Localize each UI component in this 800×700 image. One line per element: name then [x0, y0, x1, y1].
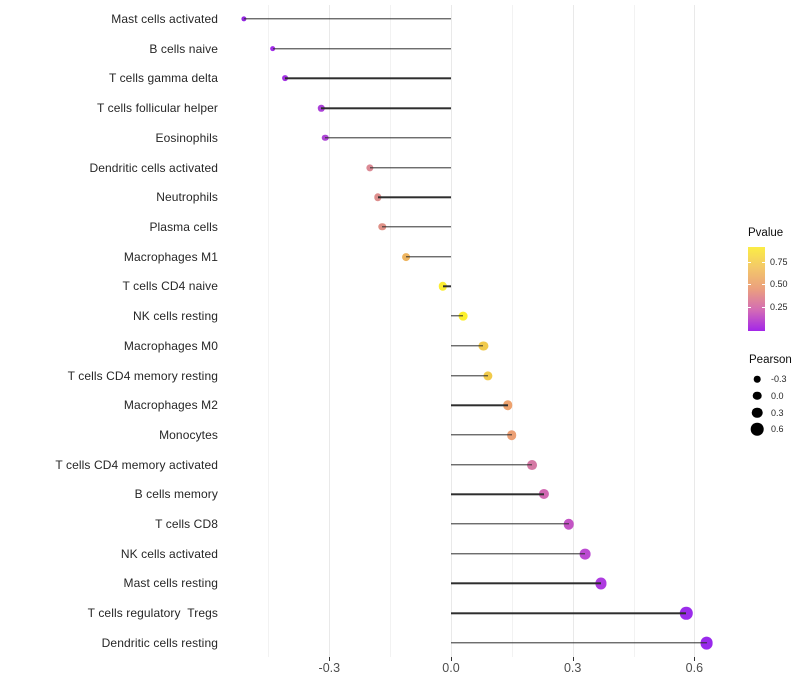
lollipop-stem [369, 166, 451, 169]
x-axis-tick [572, 657, 574, 661]
colorbar-tick [748, 307, 751, 309]
pearson-legend-title: Pearson [749, 354, 792, 366]
lollipop-dot [700, 636, 713, 650]
category-label: Dendritic cells resting [101, 635, 218, 650]
colorbar-tick-label: 0.75 [770, 257, 788, 268]
lollipop-stem [451, 582, 602, 585]
lollipop-stem [451, 315, 464, 317]
x-axis-tick-label: -0.3 [318, 661, 341, 675]
major-gridline [694, 5, 696, 657]
lollipop-dot [680, 606, 693, 620]
category-label: Eosinophils [155, 130, 218, 145]
category-label: T cells CD8 [155, 517, 218, 532]
category-label: Mast cells activated [111, 12, 218, 26]
category-label: Monocytes [159, 427, 218, 442]
major-gridline [572, 5, 574, 657]
lollipop-stem [284, 77, 451, 80]
pearson-size-dot [750, 423, 764, 436]
colorbar-tick [748, 284, 751, 286]
pearson-size-label: -0.3 [771, 374, 787, 384]
category-label: T cells CD4 memory activated [55, 457, 218, 472]
colorbar-tick [748, 262, 751, 264]
major-gridline [451, 5, 452, 657]
major-gridline [329, 5, 331, 657]
lollipop-stem [451, 612, 687, 614]
lollipop-stem [382, 226, 451, 228]
category-label: NK cells activated [120, 546, 218, 561]
x-axis-tick [329, 657, 331, 661]
lollipop-dot [478, 341, 488, 351]
minor-gridline [511, 5, 513, 657]
pearson-size-dot [753, 375, 761, 383]
minor-gridline [268, 5, 270, 657]
category-label: Macrophages M0 [123, 338, 218, 353]
lollipop-stem [325, 137, 451, 139]
lollipop-dot [458, 311, 468, 321]
lollipop-dot [539, 489, 550, 500]
category-label: B cells naive [149, 41, 218, 56]
lollipop-stem [442, 285, 451, 288]
lollipop-stem [451, 463, 533, 466]
colorbar-tick-label: 0.50 [770, 279, 788, 290]
colorbar-tick [762, 307, 765, 309]
lollipop-stem [451, 642, 707, 644]
lollipop-dot [503, 400, 513, 410]
pearson-size-label: 0.3 [771, 407, 784, 418]
lollipop-stem [406, 255, 451, 258]
colorbar-tick-label: 0.25 [770, 302, 788, 313]
category-label: T cells CD4 memory resting [67, 368, 218, 383]
lollipop-dot [563, 518, 574, 530]
category-label: T cells CD4 naive [122, 279, 218, 294]
category-label: Dendritic cells activated [89, 160, 218, 175]
x-axis-tick [694, 657, 696, 661]
lollipop-dot [527, 459, 538, 470]
category-label: NK cells resting [133, 309, 218, 324]
minor-gridline [633, 5, 635, 657]
category-label: Macrophages M1 [123, 249, 218, 264]
pvalue-colorbar [748, 247, 765, 331]
colorbar-tick [762, 262, 765, 264]
pearson-size-dot [752, 391, 762, 401]
lollipop-stem [272, 48, 451, 50]
pvalue-legend-title: Pvalue [748, 227, 784, 239]
category-label: Macrophages M2 [123, 398, 218, 413]
lollipop-dot [579, 548, 591, 560]
x-axis-tick [451, 657, 452, 661]
category-label: Mast cells resting [123, 576, 218, 591]
pearson-size-label: 0.6 [771, 424, 784, 435]
lollipop-stem [451, 553, 585, 555]
lollipop-stem [377, 196, 451, 198]
category-label: T cells follicular helper [97, 101, 218, 116]
category-label: B cells memory [134, 487, 218, 502]
lollipop-dot [482, 370, 493, 381]
category-label: T cells gamma delta [108, 71, 218, 86]
x-axis-tick-label: 0.3 [563, 661, 582, 675]
x-axis-tick-label: 0.6 [685, 661, 704, 675]
lollipop-stem [451, 404, 508, 406]
colorbar-tick [762, 284, 765, 286]
lollipop-stem [451, 523, 569, 525]
x-axis-tick-label: 0.0 [442, 661, 460, 675]
lollipop-dot [507, 430, 517, 440]
category-label: T cells regulatory Tregs [87, 606, 218, 621]
lollipop-dot [595, 577, 607, 590]
lollipop-stem [451, 374, 488, 377]
category-label: Plasma cells [149, 219, 218, 234]
lollipop-stem [244, 18, 451, 20]
lollipop-stem [321, 107, 451, 109]
pearson-size-dot [751, 407, 763, 418]
pearson-size-label: 0.0 [771, 390, 784, 401]
minor-gridline [390, 5, 392, 657]
lollipop-stem [451, 345, 484, 347]
lollipop-stem [451, 434, 512, 436]
lollipop-stem [451, 493, 545, 496]
category-label: Neutrophils [156, 190, 218, 205]
